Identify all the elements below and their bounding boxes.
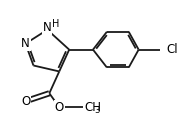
Text: N: N [43,21,52,34]
Text: 3: 3 [95,106,100,115]
Text: O: O [55,101,64,114]
Text: H: H [52,19,59,29]
Text: Cl: Cl [166,43,178,56]
Text: O: O [21,95,30,108]
Text: N: N [21,37,30,50]
Text: CH: CH [84,101,101,114]
